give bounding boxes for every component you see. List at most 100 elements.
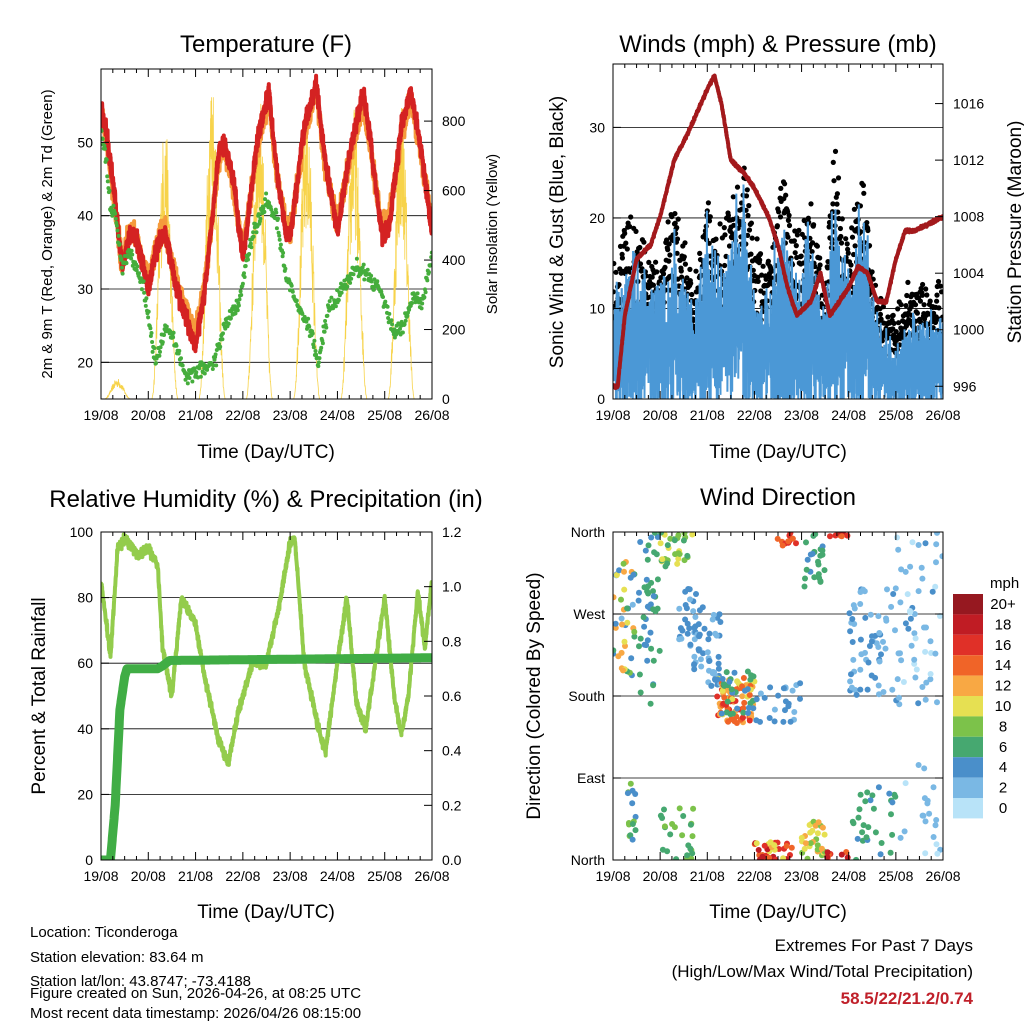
direction-point [783,843,790,849]
direction-point [715,660,722,667]
direction-point [627,780,634,787]
x-tick-label: 21/08 [178,407,213,423]
direction-point [933,541,940,548]
gust-point [914,310,921,316]
direction-point [797,680,804,687]
direction-point [689,850,696,857]
chart-title: Winds (mph) & Pressure (mb) [619,31,936,58]
direction-point [927,671,934,677]
data-point [389,318,394,323]
plot-area-winds: 19/08 20/08 21/08 22/08 23/08 24/08 25/08 26/08… [589,63,984,423]
data-point [158,349,162,354]
gust-point [777,214,784,220]
data-point [383,299,388,304]
created-text: Figure created on Sun, 2026-04-26, at 08… [30,985,361,1002]
gust-point [662,264,668,270]
y2-tick-label: 1012 [953,152,984,168]
gust-point [650,282,657,288]
y-axis-label: Direction (Colored By Speed) [524,572,545,819]
direction-point [932,583,939,590]
data-point [236,303,241,308]
direction-point [636,643,642,650]
direction-point [900,679,907,685]
data-point [152,346,157,351]
data-point [254,230,259,235]
gust-point [844,241,850,247]
data-point [307,324,312,329]
gust-point [613,260,617,267]
panel-humidity: Relative Humidity (%) & Precipitation (i… [29,486,483,923]
x-tick-label: 26/08 [414,868,449,884]
direction-point [894,676,901,683]
gust-point [748,220,755,226]
x-tick-label: 26/08 [925,407,960,423]
direction-point [857,686,864,693]
direction-point [680,813,687,819]
data-point [148,326,153,331]
x-tick-label: 22/08 [225,407,260,423]
direction-point [815,819,822,826]
data-point [249,245,254,250]
gust-point [639,266,645,272]
y2-tick-label: 200 [442,322,466,338]
direction-point [771,706,778,713]
x-tick-label: 22/08 [225,868,260,884]
x-tick-label: 24/08 [831,407,866,423]
data-point [313,349,318,353]
direction-point [850,602,857,609]
chart-title: Relative Humidity (%) & Precipitation (i… [49,486,482,513]
gust-point [785,234,791,240]
data-point [362,277,367,282]
direction-point [787,532,794,536]
direction-point [862,798,869,805]
direction-point [855,814,862,821]
direction-point [901,828,908,835]
gust-point [843,236,849,242]
y-tick-label: 20 [589,210,605,226]
gust-point [760,263,766,269]
direction-point [661,806,667,813]
latlon-text: Station lat/lon: 43.8747; -73.4188 [30,973,251,990]
direction-point [647,629,654,636]
direction-point [876,630,883,636]
data-point [375,279,380,284]
direction-point [729,710,736,717]
gust-point [744,187,750,193]
data-point [129,256,134,261]
direction-point [902,620,909,627]
data-point [386,316,391,320]
gust-point [722,262,728,269]
gust-point [782,181,788,187]
direction-point [814,830,821,837]
data-point [139,276,144,281]
direction-point [641,641,648,648]
panel-direction: Wind Direction Time (Day/UTC) Direction … [524,484,1019,923]
gust-point [935,278,942,285]
gust-point [923,286,929,292]
data-point [316,364,321,369]
data-point [221,331,225,336]
colorbar-swatch [953,614,983,635]
gust-point [697,250,703,256]
data-point [187,376,192,380]
gust-point [830,159,836,165]
data-point [354,256,359,261]
direction-point [647,700,654,707]
x-tick-label: 23/08 [273,407,308,423]
data-point [322,329,327,334]
data-point [400,330,405,335]
x-tick-label: 23/08 [784,868,819,884]
data-point [387,311,392,316]
direction-point [850,656,857,663]
gust-point [726,243,733,249]
y2-tick-label: 0 [442,391,450,407]
direction-point [847,678,854,685]
direction-point [653,551,660,558]
data-point [102,143,107,148]
data-point [239,293,244,297]
direction-point [902,568,909,575]
direction-point [671,537,678,544]
data-point [280,254,285,259]
gust-point [905,279,911,285]
